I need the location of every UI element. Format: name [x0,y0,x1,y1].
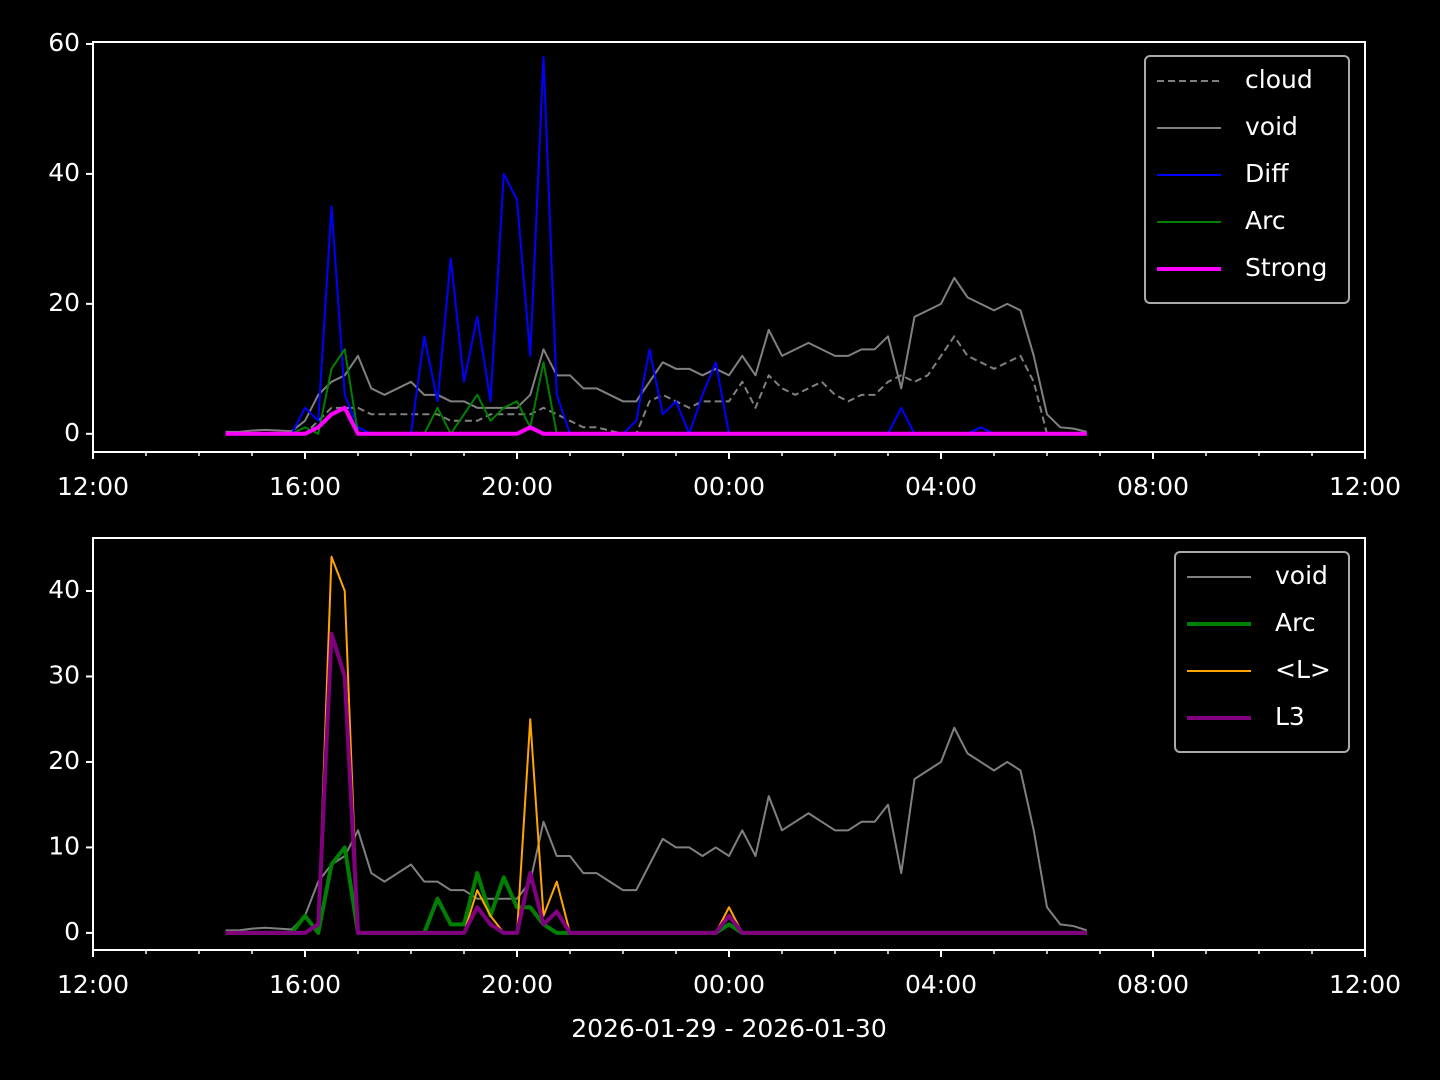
x-tick-label: 20:00 [481,472,553,501]
x-tick-label: 04:00 [905,970,977,999]
series-line [225,276,1087,433]
x-tick-label: 12:00 [1329,472,1401,501]
y-tick-label: 60 [48,28,80,57]
series-line [225,335,1087,435]
x-axis-label: 2026-01-29 - 2026-01-30 [571,1014,887,1043]
y-tick-label: 0 [64,418,80,447]
y-tick-label: 20 [48,746,80,775]
x-tick-label: 12:00 [1329,970,1401,999]
x-tick-label: 00:00 [693,970,765,999]
legend-box [1144,55,1350,304]
legend-label: Diff [1245,159,1289,188]
x-tick-label: 08:00 [1117,472,1189,501]
series-line [225,726,1088,932]
legend-label: Arc [1245,206,1286,235]
x-tick-label: 16:00 [269,970,341,999]
legend-label: Arc [1275,608,1316,637]
y-tick-label: 40 [48,158,80,187]
series-line [225,631,1087,935]
legend-box [1174,551,1350,753]
y-tick-label: 0 [64,917,80,946]
plot-area [225,55,1087,436]
x-tick-label: 04:00 [905,472,977,501]
legend-label: <L> [1275,655,1331,684]
y-tick-label: 30 [48,660,80,689]
y-tick-label: 10 [48,831,80,860]
y-tick-label: 40 [48,575,80,604]
series-line [225,405,1087,436]
x-tick-label: 12:00 [57,472,129,501]
plot-area [225,555,1088,935]
legend-label: L3 [1275,702,1305,731]
legend-label: void [1245,112,1298,141]
legend-label: void [1275,561,1328,590]
x-tick-label: 12:00 [57,970,129,999]
x-tick-label: 00:00 [693,472,765,501]
x-tick-label: 16:00 [269,472,341,501]
series-line [225,55,1087,435]
legend-label: Strong [1245,253,1327,282]
x-tick-label: 20:00 [481,970,553,999]
y-tick-label: 20 [48,288,80,317]
legend-label: cloud [1245,65,1313,94]
x-tick-label: 08:00 [1117,970,1189,999]
